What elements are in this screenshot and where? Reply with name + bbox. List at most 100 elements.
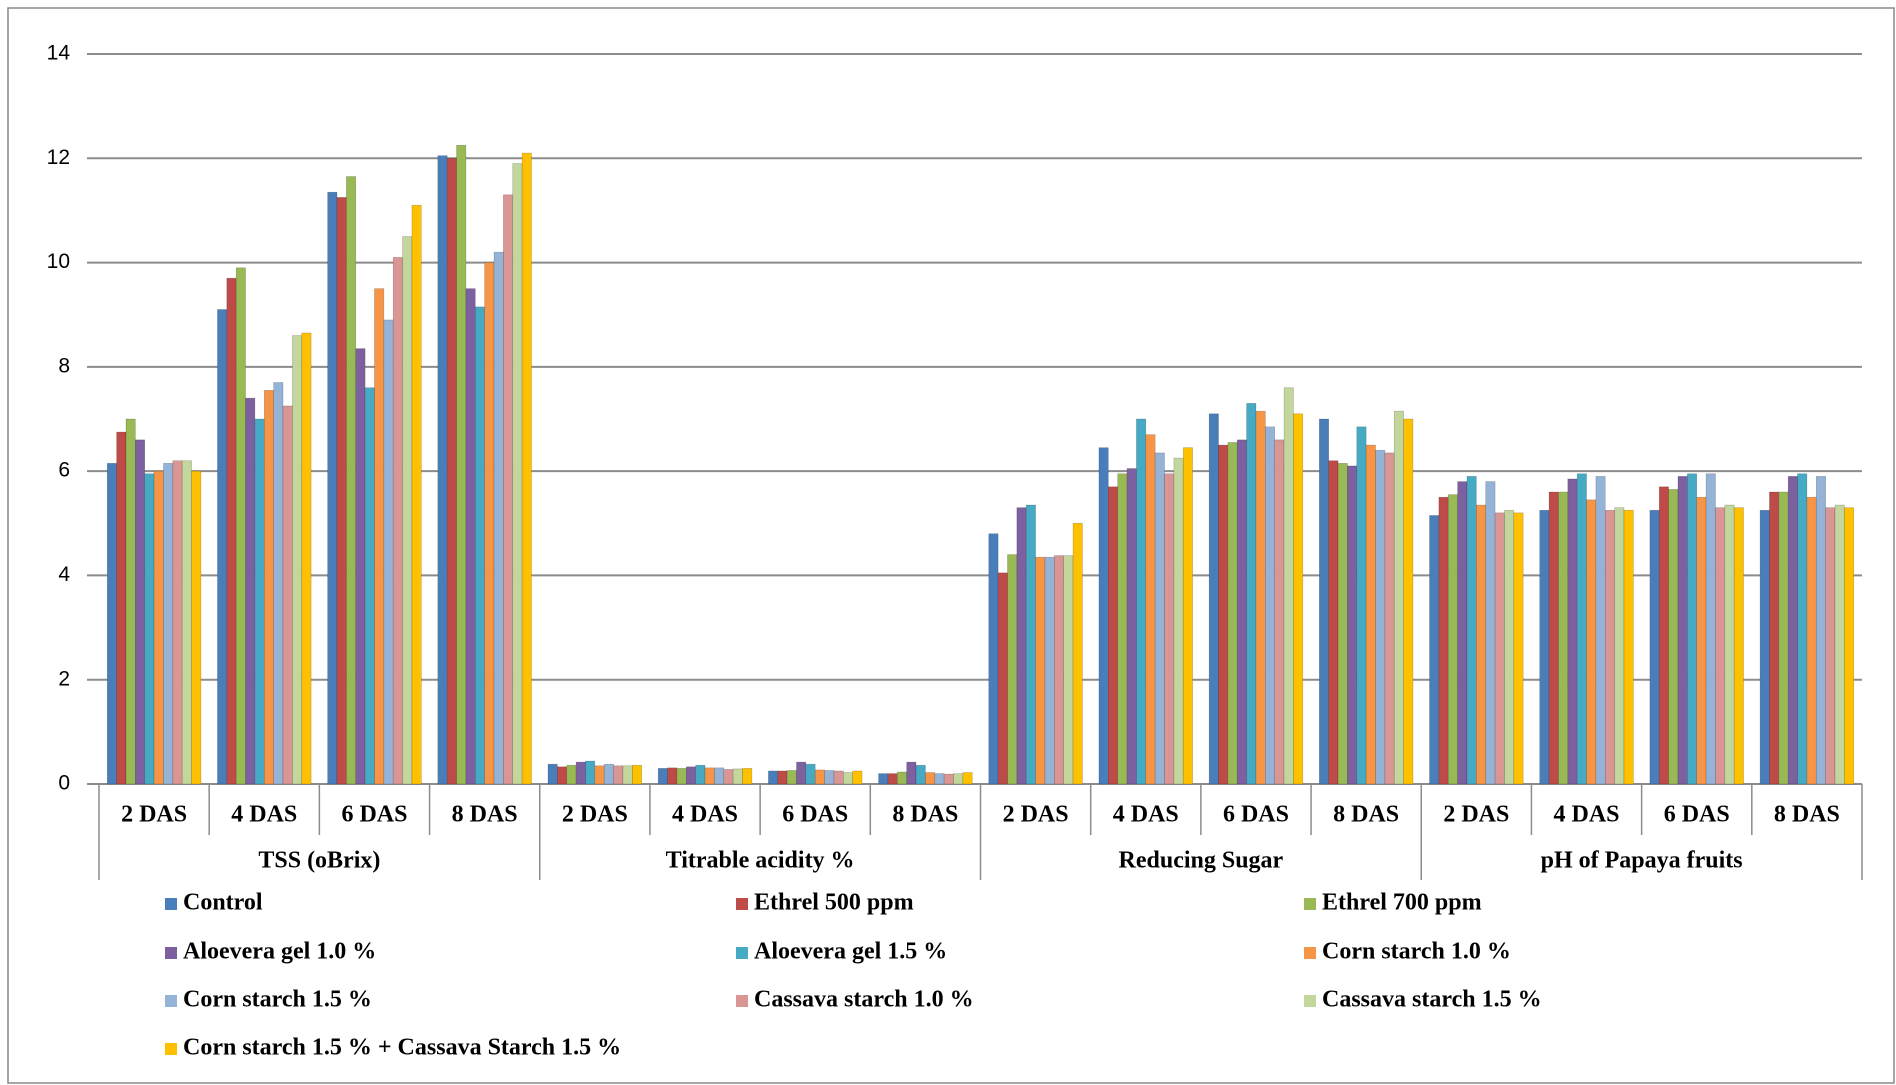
bar xyxy=(1393,410,1404,785)
bar xyxy=(1476,504,1487,785)
bar xyxy=(135,439,146,785)
bar xyxy=(1787,476,1798,785)
bar xyxy=(503,194,514,785)
legend-label: Corn starch 1.0 % xyxy=(1322,939,1511,965)
bar xyxy=(852,770,863,785)
bar xyxy=(474,306,485,785)
x-tick-label: 6 DAS xyxy=(1223,802,1289,828)
bar xyxy=(153,470,164,785)
x-tick-label: 8 DAS xyxy=(1333,802,1399,828)
group-label: Titrable acidity % xyxy=(666,848,855,874)
bar xyxy=(1182,447,1193,785)
bar xyxy=(144,473,155,785)
x-tick-label: 8 DAS xyxy=(1774,802,1840,828)
bar xyxy=(657,768,668,785)
bar xyxy=(217,309,228,785)
bar xyxy=(346,176,357,785)
bar xyxy=(1586,499,1597,785)
legend-label: Cassava starch 1.5 % xyxy=(1322,987,1542,1013)
bar xyxy=(613,765,624,785)
bar xyxy=(116,431,127,785)
bar xyxy=(1025,504,1036,785)
bar xyxy=(1604,509,1615,785)
legend-label: Control xyxy=(183,890,263,916)
bar xyxy=(1403,418,1414,785)
bar xyxy=(833,770,844,785)
bar xyxy=(1687,473,1698,785)
bar xyxy=(301,332,312,785)
x-tick-label: 6 DAS xyxy=(341,802,407,828)
bar xyxy=(1227,442,1238,785)
x-tick-label: 4 DAS xyxy=(672,802,738,828)
bar xyxy=(1072,522,1083,785)
bar xyxy=(374,288,385,785)
bar xyxy=(1007,554,1018,785)
x-tick-label: 2 DAS xyxy=(1003,802,1069,828)
bar xyxy=(796,761,807,785)
x-tick-label: 4 DAS xyxy=(1113,802,1179,828)
y-tick-label: 10 xyxy=(47,250,70,273)
bar xyxy=(906,761,917,785)
group-label: pH of Papaya fruits xyxy=(1541,848,1743,874)
bar xyxy=(1724,504,1735,785)
bar xyxy=(1485,481,1496,785)
bar xyxy=(1054,555,1064,785)
bar xyxy=(704,767,715,785)
bar xyxy=(1457,481,1468,785)
x-tick-label: 6 DAS xyxy=(1664,802,1730,828)
bar xyxy=(547,763,558,785)
legend-label: Cassava starch 1.0 % xyxy=(754,987,974,1013)
bar xyxy=(1283,387,1294,785)
group-label: TSS (oBrix) xyxy=(258,848,380,874)
bar xyxy=(814,769,825,785)
y-tick-label: 2 xyxy=(58,667,70,690)
y-tick-label: 6 xyxy=(58,459,70,482)
bar xyxy=(594,765,605,785)
bar xyxy=(226,277,237,785)
y-tick-label: 12 xyxy=(47,146,70,169)
bar xyxy=(484,262,495,785)
legend-swatch xyxy=(1304,898,1316,910)
bar xyxy=(1265,426,1276,785)
x-tick-label: 6 DAS xyxy=(782,802,848,828)
bar xyxy=(1778,491,1789,785)
bar xyxy=(1513,512,1524,785)
bar xyxy=(1255,410,1266,785)
bar xyxy=(878,773,889,785)
bar xyxy=(777,770,788,785)
bar xyxy=(383,319,394,785)
bar xyxy=(1548,491,1559,785)
group-label: Reducing Sugar xyxy=(1119,848,1284,874)
legend-swatch xyxy=(736,898,748,910)
bar xyxy=(603,763,614,785)
bar xyxy=(997,572,1008,785)
bar xyxy=(1715,507,1726,785)
bar xyxy=(632,764,642,785)
bar xyxy=(925,772,936,785)
bar xyxy=(685,766,696,785)
bar xyxy=(172,460,183,785)
bar xyxy=(1797,473,1808,785)
y-tick-label: 4 xyxy=(58,563,70,586)
bar xyxy=(1126,468,1137,785)
bar xyxy=(235,267,246,785)
bar xyxy=(336,197,347,785)
bar xyxy=(437,155,448,785)
legend-label: Ethrel 700 ppm xyxy=(1322,890,1482,916)
bar xyxy=(1117,473,1128,785)
y-tick-label: 0 xyxy=(58,772,70,795)
bar xyxy=(392,257,403,785)
bar xyxy=(327,191,338,785)
bar xyxy=(1759,509,1770,785)
bar xyxy=(1319,418,1329,785)
bar xyxy=(402,236,413,785)
bar xyxy=(934,773,945,785)
bar xyxy=(1208,413,1219,785)
bar xyxy=(1576,473,1587,785)
bar xyxy=(1623,509,1634,785)
bar xyxy=(1595,476,1606,785)
bar xyxy=(1154,452,1165,785)
bar xyxy=(1365,444,1376,785)
bar xyxy=(1558,491,1569,785)
